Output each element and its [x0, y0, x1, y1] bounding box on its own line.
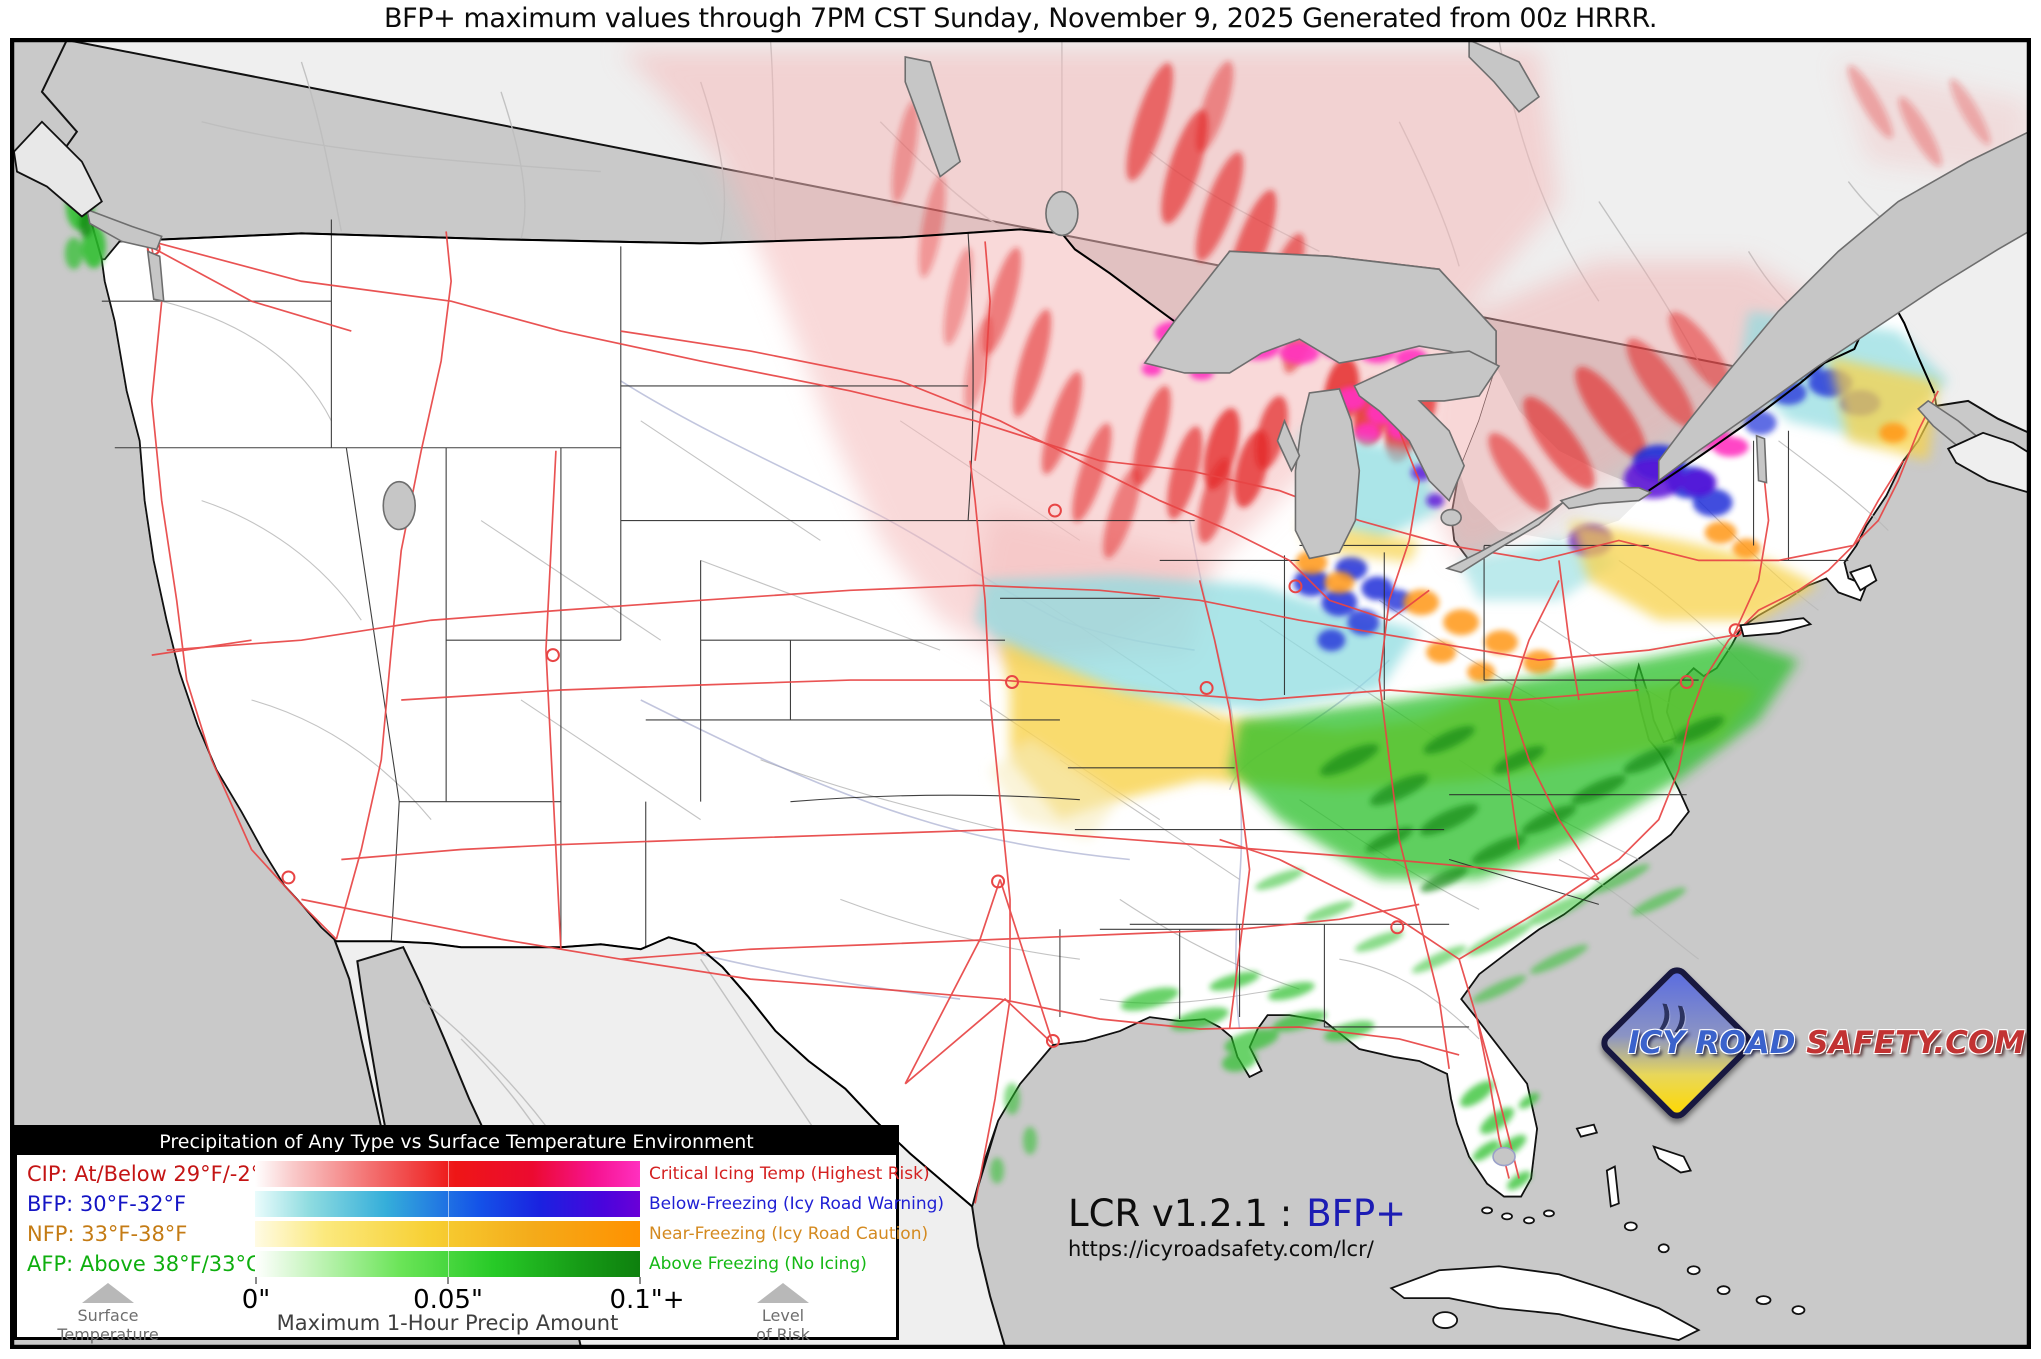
- credit-url: https://icyroadsafety.com/lcr/: [1068, 1237, 1374, 1261]
- tick-0: 0": [241, 1285, 271, 1315]
- strait-juan-de-fuca: [85, 208, 163, 251]
- surface-temp-caption-line1: Surface: [77, 1306, 139, 1325]
- surface-temp-caption-line2: Temperature: [57, 1325, 159, 1344]
- legend-bfp-risk-label: Below-Freezing (Icy Road Warning): [649, 1194, 945, 1214]
- green-bay: [1276, 418, 1301, 473]
- precip-axis-label: Maximum 1-Hour Precip Amount: [276, 1311, 619, 1335]
- lakes: [85, 40, 2029, 1167]
- product-label: BFP+: [1306, 1192, 1407, 1235]
- legend-panel: Precipitation of Any Type vs Surface Tem…: [14, 1125, 944, 1344]
- state-boundaries: [101, 219, 1849, 1028]
- weather-map: [12, 40, 2029, 1347]
- lake-superior: [1143, 250, 1497, 374]
- lake-champlain: [1755, 434, 1768, 484]
- lake-ontario: [1559, 486, 1653, 510]
- legend-cip-risk-label: Critical Icing Temp (Highest Risk): [649, 1164, 930, 1184]
- legend-afp-label: AFP: Above 38°F/33°C: [27, 1252, 261, 1276]
- level-of-risk-caption-line1: Level: [761, 1306, 805, 1325]
- legend-row-afp: AFP: Above 38°F/33°C Above Freezing (No …: [17, 1251, 896, 1277]
- lake-michigan: [1294, 388, 1361, 560]
- legend-bfp-gradient-bar: [255, 1191, 640, 1217]
- legend-row-nfp: NFP: 33°F-38°F Near-Freezing (Icy Road C…: [17, 1221, 928, 1247]
- lake-okeechobee: [1492, 1146, 1516, 1167]
- precip-axis-tick-labels: 0" 0.05" 0.1"+: [17, 1285, 896, 1315]
- cuba: [1389, 1265, 1701, 1341]
- lake-winnipeg: [904, 55, 962, 178]
- nova-scotia: [1946, 431, 2029, 494]
- legend-nfp-risk-label: Near-Freezing (Icy Road Caution): [649, 1224, 929, 1244]
- cape-cod-hook: [1849, 564, 1878, 592]
- st-lawrence-estuary: [1657, 130, 2029, 483]
- legend-bfp-label: BFP: 30°F-32°F: [27, 1192, 187, 1216]
- version-label: LCR v1.2.1 :: [1068, 1192, 1293, 1235]
- surface-temp-pointer-icon: [82, 1283, 134, 1303]
- tick-005: 0.05": [413, 1285, 483, 1315]
- legend-afp-gradient-bar: [255, 1251, 640, 1277]
- lake-st-clair: [1440, 508, 1462, 527]
- city-ring-markers: [146, 241, 1743, 1048]
- long-island: [1739, 617, 1813, 638]
- page-title: BFP+ maximum values through 7PM CST Sund…: [383, 3, 1658, 34]
- bahamas: [1481, 1123, 1806, 1315]
- overlay-cip-red-streaks: [891, 61, 1991, 559]
- lake-of-the-woods: [1045, 190, 1079, 237]
- vancouver-island: [13, 120, 103, 218]
- logo-text-icy-road: ICY ROAD: [1628, 1025, 1796, 1061]
- interstate-highways: [148, 231, 1939, 1204]
- surface-temp-caption: Surface Temperature: [28, 1306, 188, 1344]
- legend-row-cip: CIP: At/Below 29°F/-2°C Critical Icing T…: [17, 1161, 930, 1187]
- credit-block: LCR v1.2.1 : BFP+ https://icyroadsafety.c…: [1068, 1192, 1406, 1261]
- level-of-risk-pointer-icon: [757, 1283, 809, 1303]
- legend-nfp-gradient-bar: [255, 1221, 640, 1247]
- islands: [13, 120, 2029, 1341]
- legend-cip-gradient-bar: [255, 1161, 640, 1187]
- great-salt-lake: [382, 480, 416, 531]
- precip-axis-tickmarks: [17, 1277, 896, 1285]
- tick-01plus: 0.1"+: [609, 1285, 685, 1315]
- puget-sound: [146, 250, 165, 303]
- lake-huron: [1353, 350, 1501, 502]
- overlay-nfp-orange: [1295, 422, 1908, 683]
- icyroadsafety-logo: )) ICY ROAD SAFETY.COM: [1596, 962, 2025, 1133]
- level-of-risk-caption-line2: of Risk: [756, 1325, 810, 1344]
- isle-of-youth: [1432, 1311, 1459, 1329]
- logo-text-safety-com: SAFETY.COM: [1806, 1025, 2026, 1061]
- legend-afp-risk-label: Above Freezing (No Icing): [649, 1254, 867, 1274]
- level-of-risk-caption: Level of Risk: [703, 1306, 863, 1344]
- legend-title: Precipitation of Any Type vs Surface Tem…: [17, 1128, 896, 1155]
- legend-cip-label: CIP: At/Below 29°F/-2°C: [27, 1162, 276, 1186]
- map-frame: Precipitation of Any Type vs Surface Tem…: [10, 38, 2031, 1349]
- legend-nfp-label: NFP: 33°F-38°F: [27, 1222, 188, 1246]
- legend-row-bfp: BFP: 30°F-32°F Below-Freezing (Icy Road …: [17, 1191, 944, 1217]
- map-border: [12, 40, 2029, 1347]
- james-bay: [1468, 40, 1541, 113]
